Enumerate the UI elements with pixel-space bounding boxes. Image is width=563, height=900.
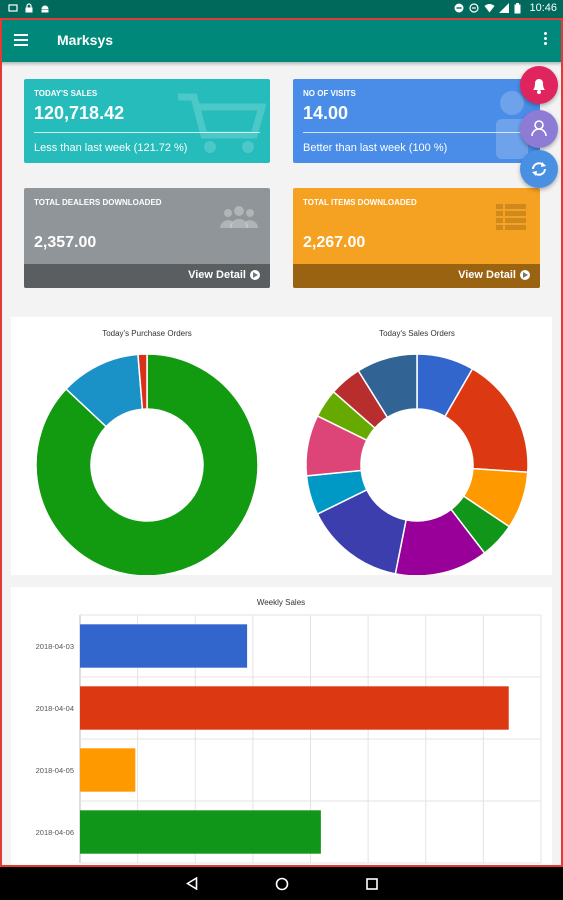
purchase-orders-slice-0[interactable]	[35, 353, 259, 577]
bar-2018-04-06[interactable]	[80, 810, 321, 854]
signal-icon	[499, 3, 510, 13]
user-sync-icon	[531, 120, 547, 137]
screenshot-icon	[8, 3, 18, 13]
home-icon[interactable]	[275, 877, 289, 891]
navigation-bar	[0, 867, 563, 900]
items-value: 2,267.00	[303, 234, 366, 251]
dashboard-content: Today's Sales 120,718.42 Less than last …	[0, 62, 563, 867]
purchase-orders-title: Today's Purchase Orders	[102, 329, 192, 338]
battery-icon	[514, 3, 523, 14]
sales-label: Today's Sales	[34, 89, 98, 98]
visits-value: 14.00	[303, 103, 349, 123]
items-label: Total Items Downloaded	[303, 198, 417, 207]
bar-2018-04-03[interactable]	[80, 624, 248, 668]
lock-icon	[24, 3, 33, 13]
minus-circle-icon	[469, 3, 480, 13]
bar-2018-04-05[interactable]	[80, 748, 136, 792]
overflow-menu-icon[interactable]	[543, 32, 549, 48]
android-icon	[40, 3, 49, 13]
visits-note: Better than last week (100 %)	[303, 142, 448, 154]
menu-icon[interactable]	[14, 31, 34, 49]
bell-icon	[533, 79, 545, 94]
items-view-detail-link[interactable]: View Detail	[458, 269, 530, 281]
category-label-3: 2018-04-06	[36, 828, 74, 837]
recents-icon[interactable]	[366, 878, 378, 890]
visits-tile[interactable]: No of Visits 14.00 Better than last week…	[293, 79, 540, 163]
purchase-orders-donut	[35, 353, 259, 577]
sales-orders-donut	[305, 353, 529, 577]
purchase-orders-slice-2[interactable]	[137, 353, 148, 410]
list-icon	[496, 204, 526, 230]
cart-icon	[178, 93, 266, 153]
items-tile: Total Items Downloaded 2,267.00 View Det…	[293, 188, 540, 288]
visits-label: No of Visits	[303, 89, 356, 98]
category-label-2: 2018-04-05	[36, 766, 74, 775]
weekly-sales-category-labels: 2018-04-03 2018-04-04 2018-04-05 2018-04-06	[36, 642, 74, 837]
view-detail-label: View Detail	[458, 269, 516, 281]
status-time: 10:46	[529, 2, 557, 14]
dealers-label: Total Dealers Downloaded	[34, 198, 162, 207]
sales-value: 120,718.42	[34, 103, 125, 123]
refresh-icon	[532, 162, 546, 176]
dealers-tile: Total Dealers Downloaded 2,357.00 View D…	[24, 188, 270, 288]
alarm-fab[interactable]	[520, 66, 558, 104]
app-bar: Marksys	[0, 18, 563, 62]
dealers-view-detail-link[interactable]: View Detail	[188, 269, 260, 281]
app-title: Marksys	[57, 32, 114, 48]
category-label-1: 2018-04-04	[36, 704, 74, 713]
refresh-fab[interactable]	[520, 150, 558, 188]
status-bar: 10:46	[0, 0, 563, 18]
dealers-footer[interactable]: View Detail	[24, 264, 270, 288]
category-label-0: 2018-04-03	[36, 642, 74, 651]
wifi-icon	[484, 3, 495, 13]
sales-orders-slice-1[interactable]	[443, 367, 529, 474]
sales-orders-title: Today's Sales Orders	[379, 329, 455, 338]
sales-note: Less than last week (121.72 %)	[34, 142, 188, 154]
group-icon	[220, 206, 258, 228]
weekly-sales-svg: Weekly Sales 2018-04-032018-04-042018-04…	[36, 598, 542, 864]
orders-pies-svg: Today's Purchase Orders Today's Sales Or…	[35, 329, 529, 577]
back-icon[interactable]	[186, 877, 198, 890]
sales-orders-slice-10[interactable]	[357, 353, 418, 419]
bar-2018-04-04[interactable]	[80, 686, 509, 730]
weekly-sales-bars	[80, 624, 509, 854]
arrow-circle-right-icon	[250, 270, 260, 280]
user-fab[interactable]	[520, 110, 558, 148]
dealers-value: 2,357.00	[34, 234, 97, 251]
todays-sales-tile[interactable]: Today's Sales 120,718.42 Less than last …	[24, 79, 270, 163]
dnd-icon	[454, 3, 464, 13]
items-footer[interactable]: View Detail	[293, 264, 540, 288]
view-detail-label: View Detail	[188, 269, 246, 281]
arrow-circle-right-icon	[520, 270, 530, 280]
visits-divider	[303, 132, 530, 133]
weekly-sales-card: Weekly Sales 2018-04-03 2018-04-04 2018-04…	[11, 587, 552, 867]
weekly-sales-title: Weekly Sales	[257, 598, 305, 607]
orders-charts-card: Today's Purchase Orders Today's Sales Or…	[11, 317, 552, 577]
sales-divider	[34, 132, 260, 133]
